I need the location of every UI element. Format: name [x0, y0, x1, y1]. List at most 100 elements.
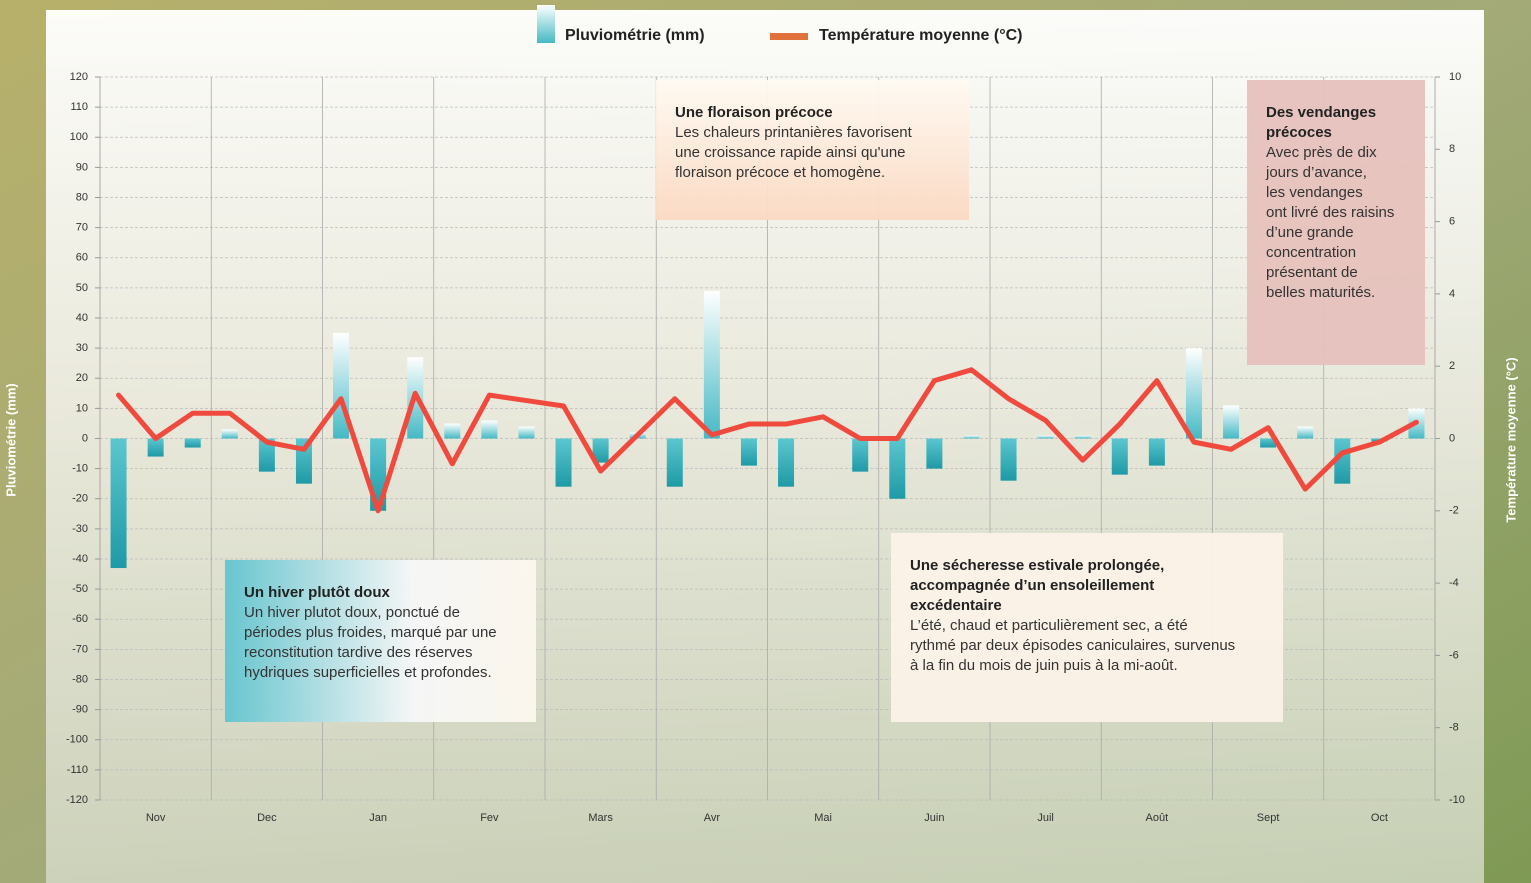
legend-label: Pluviométrie (mm)	[565, 27, 705, 44]
bar	[222, 429, 238, 438]
bar	[778, 439, 794, 487]
y-tick-label: -60	[72, 613, 88, 625]
bar	[963, 435, 979, 438]
y-tick-label: -80	[72, 673, 88, 685]
bar	[481, 420, 497, 438]
annotation-title: Une floraison précoce	[675, 104, 833, 121]
annotation-text: jours d’avance,	[1265, 164, 1367, 181]
bar	[444, 423, 460, 438]
y-tick-label: 100	[70, 131, 88, 143]
y2-tick-label: 8	[1449, 143, 1455, 155]
x-tick-label: Août	[1146, 812, 1169, 824]
y2-tick-label: 2	[1449, 360, 1455, 372]
y-tick-label: -10	[72, 463, 88, 475]
y-tick-label: -120	[66, 794, 88, 806]
legend-swatch	[537, 5, 555, 43]
y2-tick-label: 10	[1449, 71, 1461, 83]
y-tick-label: 120	[70, 71, 88, 83]
y2-tick-label: 4	[1449, 288, 1455, 300]
x-tick-label: Nov	[146, 812, 166, 824]
bar	[1112, 439, 1128, 475]
y-tick-label: 60	[76, 252, 88, 264]
annotation-title: Des vendanges	[1266, 104, 1376, 121]
annotation-text: belles maturités.	[1266, 284, 1375, 301]
annotation-text: Avec près de dix	[1266, 144, 1377, 161]
x-tick-label: Juin	[924, 812, 944, 824]
x-tick-label: Avr	[704, 812, 721, 824]
y-tick-label: 110	[70, 101, 88, 113]
y-tick-label: 40	[76, 312, 88, 324]
x-tick-label: Sept	[1257, 812, 1280, 824]
y2-tick-label: -4	[1449, 577, 1459, 589]
bar	[111, 439, 127, 569]
annotation-title: Un hiver plutôt doux	[244, 584, 390, 601]
x-tick-label: Jan	[369, 812, 387, 824]
annotation-text: concentration	[1266, 244, 1356, 261]
bar	[1038, 435, 1054, 438]
legend-label: Température moyenne (°C)	[819, 27, 1022, 44]
y-tick-label: -40	[72, 553, 88, 565]
y2-tick-label: -8	[1449, 722, 1459, 734]
annotation-box	[1247, 80, 1425, 365]
bar	[1075, 435, 1091, 438]
bar	[667, 439, 683, 487]
annotation-text: L’été, chaud et particulièrement sec, a …	[910, 617, 1188, 634]
y-tick-label: -20	[72, 493, 88, 505]
y-tick-label: -100	[66, 734, 88, 746]
annotation-text: les vendanges	[1266, 184, 1363, 201]
y-tick-label: 90	[76, 161, 88, 173]
annotation-text: une croissance rapide ainsi qu'une	[675, 144, 906, 161]
y-tick-label: -110	[67, 764, 88, 776]
bar	[185, 439, 201, 448]
y-tick-label: 20	[76, 372, 88, 384]
x-tick-label: Mars	[588, 812, 613, 824]
annotation-text: à la fin du mois de juin puis à la mi-ao…	[910, 657, 1178, 674]
annotation-text: hydriques superficielles et profondes.	[244, 664, 492, 681]
chart: Pluviométrie (mm) Température moyenne (°…	[0, 0, 1531, 883]
y2-tick-label: -10	[1449, 794, 1465, 806]
annotation-text: d’une grande	[1266, 224, 1354, 241]
y-tick-label: -50	[72, 583, 88, 595]
bar	[889, 439, 905, 499]
annotation-title: précoces	[1266, 124, 1332, 141]
bar	[556, 439, 572, 487]
x-tick-label: Dec	[257, 812, 277, 824]
annotation-text: Les chaleurs printanières favorisent	[675, 124, 913, 141]
page: Pluviométrie (mm) Température moyenne (°…	[0, 0, 1531, 883]
bar	[1297, 426, 1313, 438]
annotation-text: rythmé par deux épisodes caniculaires, s…	[910, 637, 1235, 654]
y-tick-label: -70	[72, 643, 88, 655]
y-tick-label: -30	[72, 523, 88, 535]
annotation-text: ont livré des raisins	[1266, 204, 1394, 221]
x-tick-label: Mai	[814, 812, 832, 824]
annotation-title: accompagnée d’un ensoleillement	[910, 577, 1154, 594]
bar	[1186, 348, 1202, 438]
y-tick-label: 30	[76, 342, 88, 354]
y-tick-label: 80	[76, 191, 88, 203]
y-tick-label: 50	[76, 282, 88, 294]
annotation-text: reconstitution tardive des réserves	[244, 644, 472, 661]
y2-tick-label: 6	[1449, 216, 1455, 228]
bar	[1223, 405, 1239, 438]
legend-swatch	[770, 33, 808, 40]
annotation-title: excédentaire	[910, 597, 1002, 614]
y-tick-label: 70	[76, 222, 88, 234]
bar	[148, 439, 164, 457]
y2-axis-label: Température moyenne (°C)	[1503, 357, 1518, 522]
y-tick-label: -90	[72, 704, 88, 716]
bar	[1001, 439, 1017, 481]
bar	[1149, 439, 1165, 466]
annotation-text: présentant de	[1266, 264, 1358, 281]
y-tick-label: 10	[76, 402, 88, 414]
bar	[741, 439, 757, 466]
y-axis-label: Pluviométrie (mm)	[3, 383, 18, 496]
annotation-title: Une sécheresse estivale prolongée,	[910, 557, 1164, 574]
x-tick-label: Juil	[1037, 812, 1054, 824]
x-tick-label: Fev	[480, 812, 499, 824]
annotation-text: floraison précoce et homogène.	[675, 164, 885, 181]
y2-tick-label: 0	[1449, 432, 1455, 444]
y-tick-label: 0	[82, 432, 88, 444]
bar	[926, 439, 942, 469]
annotation-text: périodes plus froides, marqué par une	[244, 624, 497, 641]
y2-tick-label: -6	[1449, 649, 1459, 661]
